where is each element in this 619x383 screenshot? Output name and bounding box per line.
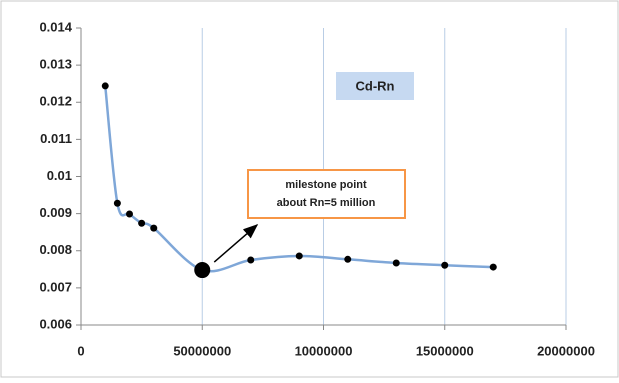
y-tick-label: 0.01	[47, 168, 72, 183]
annotation-text: about Rn=5 million	[277, 197, 376, 209]
data-point	[441, 261, 449, 269]
y-tick-label: 0.008	[39, 242, 72, 257]
y-tick-label: 0.013	[39, 57, 72, 72]
x-tick-label: 10000000	[295, 343, 353, 358]
annotation-box	[247, 169, 406, 219]
x-tick-label: 15000000	[416, 343, 474, 358]
legend-box	[336, 72, 414, 100]
y-tick-label: 0.014	[39, 19, 72, 34]
annotation-arrow	[213, 224, 259, 263]
y-tick-label: 0.009	[39, 205, 72, 220]
annotation-text: milestone point	[285, 179, 367, 191]
data-point	[113, 199, 121, 207]
x-tick-label: 0	[77, 343, 84, 358]
data-point	[194, 262, 211, 279]
y-tick-label: 0.012	[39, 94, 72, 109]
data-point	[126, 210, 133, 218]
y-tick-label: 0.011	[40, 131, 72, 146]
data-point	[344, 255, 352, 263]
x-tick-label: 20000000	[537, 343, 595, 358]
x-tick-label: 50000000	[173, 343, 231, 358]
data-point	[247, 256, 255, 264]
y-tick-label: 0.007	[39, 279, 72, 294]
y-tick-label: 0.006	[39, 316, 72, 331]
data-point	[489, 263, 497, 271]
data-point	[295, 252, 303, 260]
data-point	[138, 219, 146, 227]
data-point	[392, 259, 400, 267]
data-point	[101, 82, 109, 90]
legend-label: Cd-Rn	[356, 78, 395, 93]
data-point	[150, 224, 158, 232]
